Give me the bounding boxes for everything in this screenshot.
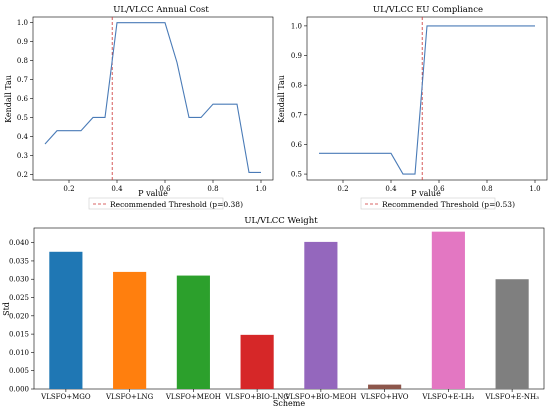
- x-tick-label: 1.0: [529, 185, 540, 193]
- x-axis-label-annual-cost: P value: [138, 189, 168, 198]
- x-tick-label: 1.0: [255, 185, 266, 193]
- legend-box-annual-cost: [88, 197, 224, 210]
- y-tick-label: 0.015: [9, 331, 29, 339]
- y-ticks-annual-cost: 0.2 0.3 0.4 0.5 0.6 0.7 0.8 0.9 1.0: [17, 19, 33, 179]
- chart-title-eu-compliance: UL/VLCC EU Compliance: [373, 5, 483, 15]
- x-axis-label-weight: Scheme: [273, 399, 305, 408]
- y-tick-label: 0.4: [17, 133, 29, 141]
- x-tick-label: VLSFO+BIO-MEOH: [284, 393, 356, 401]
- x-axis-label-eu-compliance: P value: [411, 189, 441, 198]
- bar-2: [176, 275, 210, 389]
- y-tick-label: 0.9: [17, 38, 28, 46]
- y-tick-label: 0.5: [291, 171, 302, 179]
- bar-5: [368, 384, 402, 389]
- y-axis-label-annual-cost: Kendall Tau: [4, 75, 13, 123]
- legend-eu-compliance: Recommended Threshold (p=0.53): [360, 197, 515, 210]
- bar-4: [304, 241, 338, 389]
- series-line-annual-cost: [44, 22, 261, 173]
- y-axis-label-weight: Std: [2, 302, 11, 316]
- y-tick-label: 0.5: [17, 114, 28, 122]
- panel-annual-cost: UL/VLCC Annual Cost 0.20.30.40.50.60.70.…: [4, 5, 274, 210]
- y-tick-label: 1.0: [17, 19, 28, 27]
- x-tick-label: VLSFO+HVO: [360, 393, 409, 401]
- y-tick-label: 0.7: [17, 76, 28, 84]
- y-tick-label: 0.2: [17, 171, 28, 179]
- panel-weight: UL/VLCC Weight 0.000 0.005 0.010 0.015 0.020…: [2, 216, 545, 408]
- y-tick-label: 0.000: [9, 386, 29, 394]
- y-tick-label: 1.0: [291, 22, 302, 30]
- x-tick-label: 0.6: [159, 185, 171, 193]
- bar-7: [495, 279, 529, 389]
- bars-weight: [49, 231, 529, 389]
- y-tick-label: 0.3: [17, 152, 28, 160]
- x-tick-label: VLSFO+BIO-LNG: [224, 393, 289, 401]
- plot-frame-annual-cost: [32, 16, 274, 181]
- plot-frame-weight: [33, 227, 545, 390]
- y-tick-label: 0.8: [291, 82, 302, 90]
- y-tick-label: 0.8: [17, 57, 28, 65]
- x-tick-label: 0.4: [385, 185, 397, 193]
- x-tick-label: VLSFO+MEOH: [165, 393, 221, 401]
- y-tick-label: 0.025: [9, 294, 29, 302]
- legend-annual-cost: Recommended Threshold (p=0.38): [88, 197, 243, 210]
- x-tick-label: VLSFO+MGO: [40, 393, 91, 401]
- y-ticks-weight: 0.000 0.005 0.010 0.015 0.020 0.025 0.030 0.035…: [9, 239, 34, 394]
- chart-title-weight: UL/VLCC Weight: [244, 216, 318, 226]
- x-tick-label: VLSFO+E-LH₂: [421, 393, 474, 401]
- plot-frame-eu-compliance: [306, 16, 548, 181]
- y-tick-label: 0.020: [9, 312, 29, 320]
- chart-title-annual-cost: UL/VLCC Annual Cost: [113, 5, 209, 15]
- bar-1: [113, 271, 147, 389]
- bar-6: [431, 231, 465, 389]
- x-tick-label: 0.4: [111, 185, 123, 193]
- x-ticks-annual-cost: 0.2 0.4 0.6 0.8 1.0: [63, 180, 267, 193]
- legend-label-eu-compliance: Recommended Threshold (p=0.53): [382, 200, 515, 209]
- bar-3: [240, 334, 274, 389]
- y-tick-label: 0.040: [9, 239, 29, 247]
- x-tick-label: 0.6: [433, 185, 445, 193]
- y-ticks-eu-compliance: 0.5 0.6 0.7 0.8 0.9 1.0: [291, 22, 307, 179]
- y-tick-label: 0.005: [9, 367, 29, 375]
- x-tick-label: 0.8: [207, 185, 218, 193]
- y-tick-label: 0.6: [291, 141, 303, 149]
- y-tick-label: 0.7: [291, 111, 302, 119]
- y-tick-label: 0.6: [17, 95, 29, 103]
- y-axis-label-eu-compliance: Kendall Tau: [277, 75, 286, 123]
- series-line-eu-compliance: [319, 25, 535, 175]
- x-tick-label: 0.8: [481, 185, 492, 193]
- x-tick-label: 0.2: [337, 185, 348, 193]
- y-tick-label: 0.9: [291, 52, 302, 60]
- x-tick-label: VLSFO+LNG: [105, 393, 154, 401]
- y-tick-label: 0.030: [9, 276, 29, 284]
- x-tick-label: 0.2: [63, 185, 74, 193]
- legend-label-annual-cost: Recommended Threshold (p=0.38): [110, 200, 243, 209]
- legend-box-eu-compliance: [360, 197, 496, 210]
- x-ticks-weight: VLSFO+MGO VLSFO+LNG VLSFO+MEOH VLSFO+BIO-LN…: [40, 389, 539, 401]
- y-tick-label: 0.010: [9, 349, 29, 357]
- y-tick-label: 0.035: [9, 257, 29, 265]
- x-ticks-eu-compliance: 0.2 0.4 0.6 0.8 1.0: [337, 180, 541, 193]
- x-tick-label: VLSFO+E-NH₃: [484, 393, 539, 401]
- bar-0: [49, 251, 83, 389]
- panel-eu-compliance: UL/VLCC EU Compliance 0.5 0.6 0.7 0.8 0.9 1.0…: [277, 5, 548, 210]
